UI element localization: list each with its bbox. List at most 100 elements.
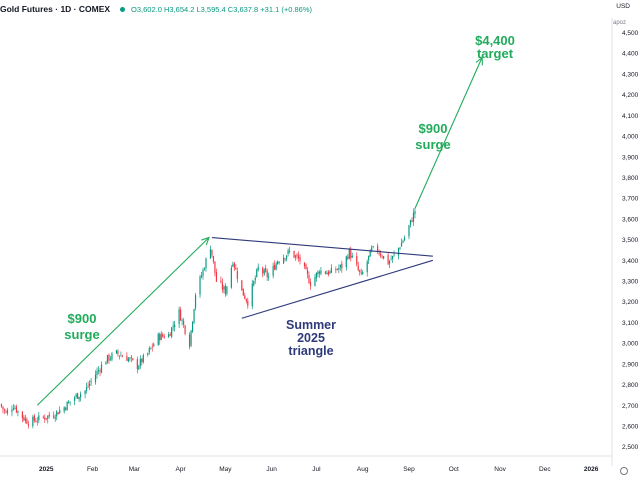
label-target-line2: target xyxy=(477,46,514,61)
candle-body xyxy=(275,263,277,270)
candle-body xyxy=(297,255,300,259)
candle-body xyxy=(320,270,322,274)
candle-body xyxy=(241,280,243,291)
candle-body xyxy=(184,325,186,334)
candle-body xyxy=(118,355,121,357)
candle-body xyxy=(3,409,6,411)
currency-label[interactable]: USD xyxy=(616,3,630,10)
candle-body xyxy=(48,414,50,417)
y-tick-label: 3,100 xyxy=(622,320,639,327)
candle-body xyxy=(180,309,182,321)
candle-body xyxy=(397,247,400,256)
x-tick-label: May xyxy=(219,466,232,473)
candle-body xyxy=(308,275,310,284)
candle-body xyxy=(56,411,58,417)
candle-body xyxy=(400,242,403,247)
candle-body xyxy=(253,281,255,286)
candle-body xyxy=(126,355,128,361)
candle-body xyxy=(309,282,312,287)
candle-body xyxy=(90,380,92,383)
candle-body xyxy=(63,407,65,412)
candle-body xyxy=(142,354,144,363)
candle-body xyxy=(11,409,13,412)
candle-body xyxy=(45,418,47,420)
candle-body xyxy=(266,271,268,277)
candle-body xyxy=(366,261,368,273)
candle-body xyxy=(88,383,91,386)
candle-body xyxy=(245,298,247,302)
candle-body xyxy=(235,267,237,270)
candle-body xyxy=(268,276,270,278)
candle-body xyxy=(388,261,391,264)
candle-body xyxy=(360,272,362,274)
candle-body xyxy=(359,269,361,273)
x-tick-label: Sep xyxy=(403,466,415,473)
candle-body xyxy=(69,401,71,403)
y-tick-label: 4,100 xyxy=(622,113,639,120)
symbol-title[interactable]: Gold Futures · 1D · COMEX xyxy=(0,4,111,14)
candle-body xyxy=(150,347,152,349)
candle-body xyxy=(162,334,164,337)
candle-body xyxy=(339,264,341,268)
candle-body xyxy=(172,325,174,327)
label-second-surge-line2: surge xyxy=(415,137,450,152)
candle-body xyxy=(168,334,170,338)
y-tick-label: 4,500 xyxy=(622,30,639,37)
candle-body xyxy=(199,276,201,295)
x-tick-label: 2025 xyxy=(39,466,54,473)
candle-body xyxy=(75,394,77,397)
label-first-surge-line2: surge xyxy=(64,327,99,342)
market-status-dot xyxy=(120,6,126,12)
candle-body xyxy=(381,256,383,258)
candle-body xyxy=(132,358,134,360)
candle-body xyxy=(6,410,9,414)
candle-body xyxy=(411,220,413,222)
candle-body xyxy=(94,374,97,383)
candle-body xyxy=(368,255,370,261)
candle-body xyxy=(338,267,340,270)
candle-body xyxy=(111,353,113,360)
candle-body xyxy=(100,364,103,373)
candle-body xyxy=(380,253,382,256)
candle-body xyxy=(153,344,155,347)
candle-body xyxy=(224,285,226,295)
candle-body xyxy=(23,416,25,421)
candle-body xyxy=(87,385,89,387)
candle-body xyxy=(141,358,143,363)
candle-body xyxy=(293,250,295,258)
settings-gear-icon[interactable] xyxy=(620,467,628,475)
arrow-second-surge xyxy=(414,57,483,209)
candle-body xyxy=(317,271,319,275)
candle-body xyxy=(247,300,249,306)
y-tick-label: 3,400 xyxy=(622,258,639,265)
arrow-first-surge-head xyxy=(201,236,210,246)
candle-body xyxy=(390,259,392,261)
label-first-surge-line1: $900 xyxy=(68,311,97,326)
candle-body xyxy=(244,295,246,299)
y-tick-label: 2,600 xyxy=(622,423,639,430)
arrow-second-surge-head xyxy=(475,56,483,66)
candle-body xyxy=(221,282,224,290)
candle-body xyxy=(211,249,213,256)
candle-body xyxy=(315,272,318,279)
triangle-lower-line xyxy=(241,259,434,319)
candle-body xyxy=(121,356,123,358)
candle-body xyxy=(378,252,380,254)
candle-body xyxy=(283,257,285,264)
candle-body xyxy=(35,421,37,423)
candle-body xyxy=(183,320,185,325)
candle-body xyxy=(191,321,194,332)
candle-body xyxy=(57,412,59,415)
arrow-first-surge xyxy=(36,237,210,406)
candle-body xyxy=(163,336,165,338)
x-tick-label: Nov xyxy=(494,466,506,473)
candle-body xyxy=(54,417,56,419)
label-target-line1: $4,400 xyxy=(475,33,515,48)
candle-body xyxy=(362,272,364,275)
y-tick-label: 3,200 xyxy=(622,299,639,306)
candle-body xyxy=(356,255,358,265)
candle-body xyxy=(391,255,394,259)
candles-group xyxy=(0,207,416,429)
